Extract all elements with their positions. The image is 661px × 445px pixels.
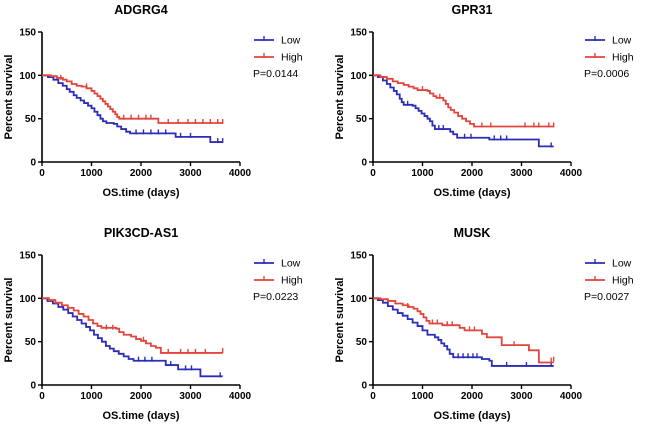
x-tick-label: 4000 [560, 168, 583, 179]
y-tick-label: 150 [19, 251, 36, 262]
p-value-label: P=0.0144 [253, 68, 298, 80]
x-tick-label: 4000 [229, 391, 252, 402]
x-tick-label: 0 [370, 168, 376, 179]
y-axis-label: Percent survival [3, 55, 15, 140]
survival-curve-high [373, 297, 554, 364]
y-tick-label: 50 [25, 114, 37, 125]
chart-title: ADGRG4 [114, 3, 168, 17]
x-axis-label: OS.time (days) [102, 187, 179, 199]
y-axis-label: Percent survival [3, 278, 15, 363]
chart-title: GPR31 [452, 3, 493, 17]
x-tick-label: 3000 [179, 391, 202, 402]
panel-gpr31: GPR31 0 50 100 150 0 1000 2000 3000 4000 OS.time (… [331, 0, 661, 222]
y-tick-label: 100 [350, 71, 367, 82]
y-tick-label: 150 [19, 28, 36, 39]
y-tick-label: 0 [30, 381, 36, 392]
km-chart-gpr31: GPR31 0 50 100 150 0 1000 2000 3000 4000 OS.time (… [334, 3, 634, 199]
legend-label-high: High [281, 275, 303, 287]
y-tick-label: 0 [361, 158, 367, 169]
y-tick-label: 150 [350, 251, 367, 262]
x-tick-label: 4000 [229, 168, 252, 179]
survival-curve-high [373, 74, 554, 128]
x-tick-label: 4000 [560, 391, 583, 402]
x-axis-label: OS.time (days) [433, 410, 510, 422]
y-tick-label: 100 [19, 294, 36, 305]
km-chart-pik3cd-as1: PIK3CD-AS1 0 50 100 150 0 1000 2000 3000 4000 OS.t… [3, 226, 303, 422]
y-tick-label: 50 [356, 337, 368, 348]
km-chart-adgrg4: ADGRG4 0 50 100 150 0 1000 2000 3000 4000 OS.time … [3, 3, 303, 199]
legend-label-low: Low [281, 258, 301, 270]
legend-label-low: Low [612, 35, 632, 47]
panel-pik3cd-as1: PIK3CD-AS1 0 50 100 150 0 1000 2000 3000 4000 OS.t… [0, 223, 330, 445]
x-tick-label: 0 [39, 168, 45, 179]
x-tick-label: 0 [39, 391, 45, 402]
x-axis-label: OS.time (days) [102, 410, 179, 422]
panel-adgrg4: ADGRG4 0 50 100 150 0 1000 2000 3000 4000 OS.time … [0, 0, 330, 222]
y-tick-label: 0 [361, 381, 367, 392]
x-tick-label: 2000 [130, 168, 153, 179]
survival-curve-high [42, 297, 223, 354]
chart-title: PIK3CD-AS1 [104, 226, 178, 240]
survival-curve-low [42, 74, 223, 143]
x-tick-label: 3000 [179, 168, 202, 179]
x-tick-label: 0 [370, 391, 376, 402]
legend-label-low: Low [612, 258, 632, 270]
p-value-label: P=0.0027 [584, 291, 629, 303]
legend-label-high: High [281, 52, 303, 64]
km-chart-musk: MUSK 0 50 100 150 0 1000 2000 3000 4000 OS.time (d… [334, 226, 634, 422]
x-tick-label: 2000 [461, 391, 484, 402]
x-tick-label: 3000 [510, 168, 533, 179]
x-tick-label: 2000 [461, 168, 484, 179]
panel-musk: MUSK 0 50 100 150 0 1000 2000 3000 4000 OS.time (d… [331, 223, 661, 445]
survival-curve-low [42, 297, 223, 378]
y-tick-label: 100 [350, 294, 367, 305]
x-tick-label: 1000 [80, 391, 103, 402]
x-tick-label: 1000 [411, 168, 434, 179]
axes [372, 32, 571, 163]
legend-label-high: High [612, 275, 634, 287]
y-tick-label: 50 [25, 337, 37, 348]
y-tick-label: 100 [19, 71, 36, 82]
y-tick-label: 50 [356, 114, 368, 125]
chart-title: MUSK [454, 226, 491, 240]
y-tick-label: 0 [30, 158, 36, 169]
x-tick-label: 1000 [411, 391, 434, 402]
p-value-label: P=0.0006 [584, 68, 629, 80]
x-tick-label: 2000 [130, 391, 153, 402]
x-tick-label: 1000 [80, 168, 103, 179]
y-axis-label: Percent survival [334, 278, 346, 363]
x-tick-label: 3000 [510, 391, 533, 402]
survival-curve-low [373, 74, 554, 148]
legend-label-low: Low [281, 35, 301, 47]
axes [41, 255, 240, 386]
x-axis-label: OS.time (days) [433, 187, 510, 199]
y-tick-label: 150 [350, 28, 367, 39]
survival-curve-high [42, 74, 223, 124]
p-value-label: P=0.0223 [253, 291, 298, 303]
y-axis-label: Percent survival [334, 55, 346, 140]
legend-label-high: High [612, 52, 634, 64]
survival-curve-low [373, 297, 554, 367]
